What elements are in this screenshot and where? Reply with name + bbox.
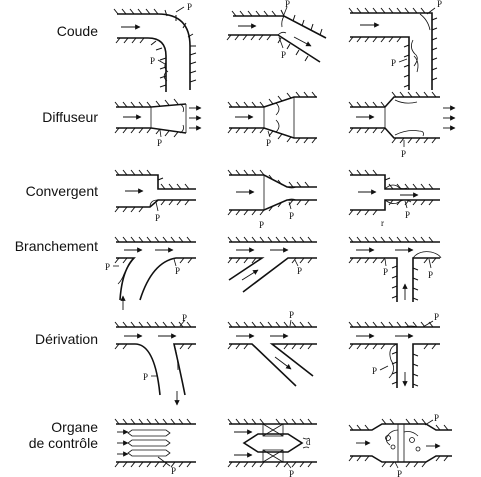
organe-3-p-lower: P xyxy=(397,469,402,477)
branchement-3-p-left: P xyxy=(383,267,388,277)
row-label-branchement: Branchement xyxy=(14,238,98,254)
row-label-organe-line1: Organe xyxy=(51,419,98,435)
diffuseur-sketch-2: P xyxy=(227,91,317,148)
diffuseur-sketch-3: P xyxy=(348,91,456,159)
diffuseur-1-p: P xyxy=(157,138,162,148)
derivation-1-p-upper: P xyxy=(182,313,187,323)
row-label-diffuseur: Diffuseur xyxy=(42,109,98,125)
branchement-2-p: P xyxy=(297,266,302,276)
row-label-coude: Coude xyxy=(56,23,98,39)
coude-sketch-3: P P xyxy=(348,0,442,90)
derivation-2-p: P xyxy=(289,310,294,320)
derivation-3-p-lower: P xyxy=(372,366,377,376)
coude-1-p-lower: P xyxy=(150,56,155,66)
coude-1-p-upper: P xyxy=(187,2,192,12)
diffuseur-3-p: P xyxy=(401,149,406,159)
row-label-derivation: Dérivation xyxy=(34,331,98,347)
convergent-2-p: P xyxy=(289,211,294,221)
branchement-3-p-right: P xyxy=(428,270,433,280)
coude-3-p-upper: P xyxy=(437,0,442,9)
branchement-1-p-right: P xyxy=(175,266,180,276)
coude-sketch-1: P P xyxy=(113,2,197,92)
convergent-sketch-2: P P xyxy=(227,169,317,230)
coude-2-p-upper: P xyxy=(285,0,290,9)
derivation-sketch-2: P xyxy=(227,310,317,387)
branchement-1-p-left: P xyxy=(105,262,110,272)
diffuseur-sketch-1: P xyxy=(114,98,202,148)
diffuseur-2-p: P xyxy=(266,138,271,148)
convergent-3-p: P xyxy=(405,210,410,220)
row-label-organe-controle: Organe de contrôle xyxy=(29,419,98,451)
organe-3-p-upper: P xyxy=(434,413,439,423)
convergent-sketch-3: r P xyxy=(348,169,440,228)
derivation-1-p-lower: P xyxy=(143,372,148,382)
derivation-sketch-1: P P xyxy=(114,313,196,406)
organe-2-p: P xyxy=(289,469,294,477)
row-label-organe-line2: de contrôle xyxy=(28,435,98,451)
branchement-sketch-3: P P xyxy=(348,236,442,302)
branchement-sketch-2: P xyxy=(227,236,317,293)
row-label-convergent: Convergent xyxy=(25,183,98,199)
derivation-3-p-upper: P xyxy=(434,312,439,322)
organe-sketch-2: d P xyxy=(227,418,317,477)
organe-sketch-3: P P xyxy=(348,413,452,477)
convergent-sketch-1: P xyxy=(114,169,196,223)
convergent-1-p: P xyxy=(155,213,160,223)
convergent-3-r: r xyxy=(381,218,384,228)
coude-2-p-lower: P xyxy=(281,50,286,60)
organe-1-p: P xyxy=(171,466,176,476)
organe-sketch-1: P xyxy=(114,418,196,476)
branchement-sketch-1: P P xyxy=(105,236,196,310)
coude-sketch-2: P P xyxy=(226,0,327,63)
organe-2-d: d xyxy=(306,437,311,447)
coude-3-p-lower: P xyxy=(391,58,396,68)
convergent-2-p-bottom: P xyxy=(259,220,264,230)
derivation-sketch-3: P P xyxy=(348,312,440,388)
